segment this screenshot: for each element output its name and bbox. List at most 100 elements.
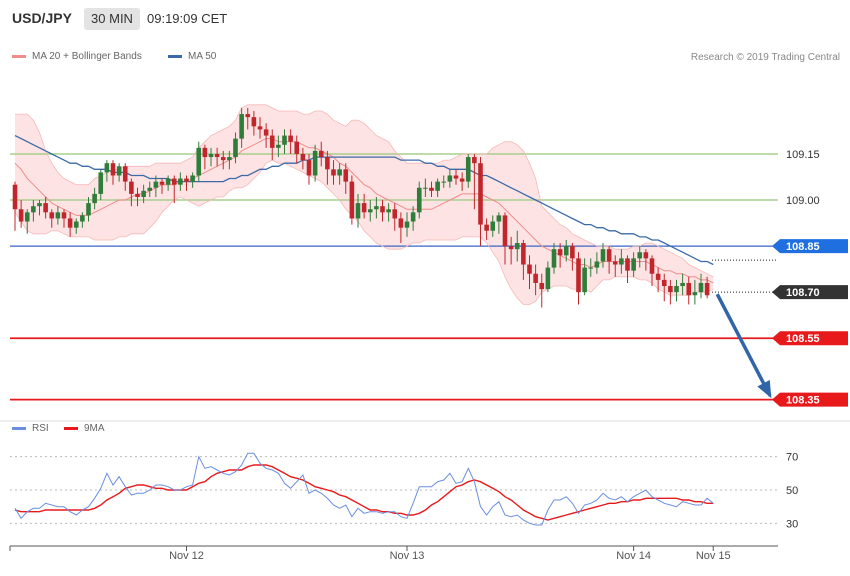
chart-header: USD/JPY 30 MIN 09:19:09 CET xyxy=(0,0,850,40)
rsi-swatch-icon xyxy=(12,426,26,430)
candle-body xyxy=(129,181,134,194)
candle-body xyxy=(398,218,404,228)
candle-body xyxy=(619,258,624,265)
legend-rsi-label: RSI xyxy=(32,423,49,434)
candle-body xyxy=(612,261,618,265)
candle-body xyxy=(392,209,398,219)
candle-body xyxy=(349,181,355,219)
candle-body xyxy=(429,187,434,191)
candle-body xyxy=(104,163,110,173)
candle-body xyxy=(37,203,42,207)
timeframe-button[interactable]: 30 MIN xyxy=(84,8,140,30)
candle-body xyxy=(318,150,324,158)
candle-body xyxy=(184,178,189,182)
candle-body xyxy=(147,187,153,191)
candle-body xyxy=(116,166,122,176)
candle-body xyxy=(239,114,244,139)
ma50-swatch-icon xyxy=(168,54,182,58)
level-label: 109.00 xyxy=(786,195,820,207)
candle-body xyxy=(171,178,177,185)
candle-body xyxy=(24,212,30,222)
candle-body xyxy=(325,157,330,170)
candle-body xyxy=(12,184,18,210)
ma9-swatch-icon xyxy=(64,426,78,430)
candle-body xyxy=(80,215,85,222)
candle-body xyxy=(416,187,422,213)
candle-body xyxy=(263,129,269,136)
candle-body xyxy=(600,249,606,262)
candle-body xyxy=(165,178,171,185)
candle-body xyxy=(43,203,48,213)
candle-body xyxy=(465,157,471,182)
candle-body xyxy=(496,215,502,222)
x-axis-label: Nov 15 xyxy=(696,550,731,562)
level-label: 109.15 xyxy=(786,149,820,161)
candle-body xyxy=(582,267,587,293)
candle-body xyxy=(606,249,612,262)
projection-arrowhead-icon xyxy=(757,379,772,399)
candle-body xyxy=(92,193,97,204)
x-axis-label: Nov 13 xyxy=(390,550,425,562)
rsi-tick-label: 30 xyxy=(786,518,798,530)
candle-body xyxy=(410,212,416,222)
bollinger-swatch-icon xyxy=(12,54,26,58)
candle-body xyxy=(67,218,73,228)
candle-body xyxy=(233,138,238,158)
candle-body xyxy=(423,187,428,189)
symbol-label: USD/JPY xyxy=(12,10,72,26)
candle-body xyxy=(178,178,183,185)
candle-body xyxy=(276,144,281,148)
candle-body xyxy=(545,267,551,290)
candle-body xyxy=(631,258,636,271)
candle-body xyxy=(459,178,465,182)
candle-body xyxy=(110,163,116,176)
candle-body xyxy=(661,279,667,287)
level-label: 108.85 xyxy=(786,241,820,253)
candle-body xyxy=(441,181,447,183)
candle-body xyxy=(570,246,575,259)
candle-body xyxy=(361,203,367,213)
candle-body xyxy=(31,206,36,213)
candle-body xyxy=(472,157,477,164)
candle-body xyxy=(594,261,600,268)
rsi-tick-label: 50 xyxy=(786,485,798,497)
projection-arrow-line xyxy=(715,293,772,397)
candle-body xyxy=(649,258,655,274)
candle-body xyxy=(196,147,202,176)
candle-body xyxy=(502,215,508,247)
candle-body xyxy=(61,212,67,219)
candle-body xyxy=(153,181,159,188)
candle-body xyxy=(668,286,673,293)
candle-body xyxy=(269,135,275,148)
candle-body xyxy=(208,153,214,158)
timestamp-label: 09:19:09 CET xyxy=(147,11,228,26)
research-credit: Research © 2019 Trading Central xyxy=(690,52,840,63)
candle-body xyxy=(331,169,336,176)
candle-body xyxy=(680,282,685,287)
candle-body xyxy=(343,169,349,182)
candle-body xyxy=(521,243,526,265)
candle-body xyxy=(288,135,293,142)
candle-body xyxy=(686,282,692,296)
candle-body xyxy=(202,147,208,158)
candle-body xyxy=(214,153,220,158)
legend-9ma: 9MA xyxy=(64,423,105,434)
level-label: 108.35 xyxy=(786,395,820,407)
candle-body xyxy=(557,249,563,256)
x-axis-label: Nov 14 xyxy=(616,550,651,562)
candle-body xyxy=(447,175,453,182)
candle-body xyxy=(514,243,520,250)
candle-body xyxy=(312,150,318,176)
level-label: 108.70 xyxy=(786,287,820,299)
price-tag xyxy=(772,285,848,300)
price-tag xyxy=(772,239,848,254)
legend-bollinger: MA 20 + Bollinger Bands xyxy=(12,51,142,62)
candle-body xyxy=(220,157,226,161)
candle-body xyxy=(386,209,391,213)
candle-body xyxy=(190,175,195,182)
candle-body xyxy=(698,282,704,293)
candle-body xyxy=(245,114,251,118)
candle-body xyxy=(435,181,440,191)
candle-body xyxy=(374,206,379,210)
